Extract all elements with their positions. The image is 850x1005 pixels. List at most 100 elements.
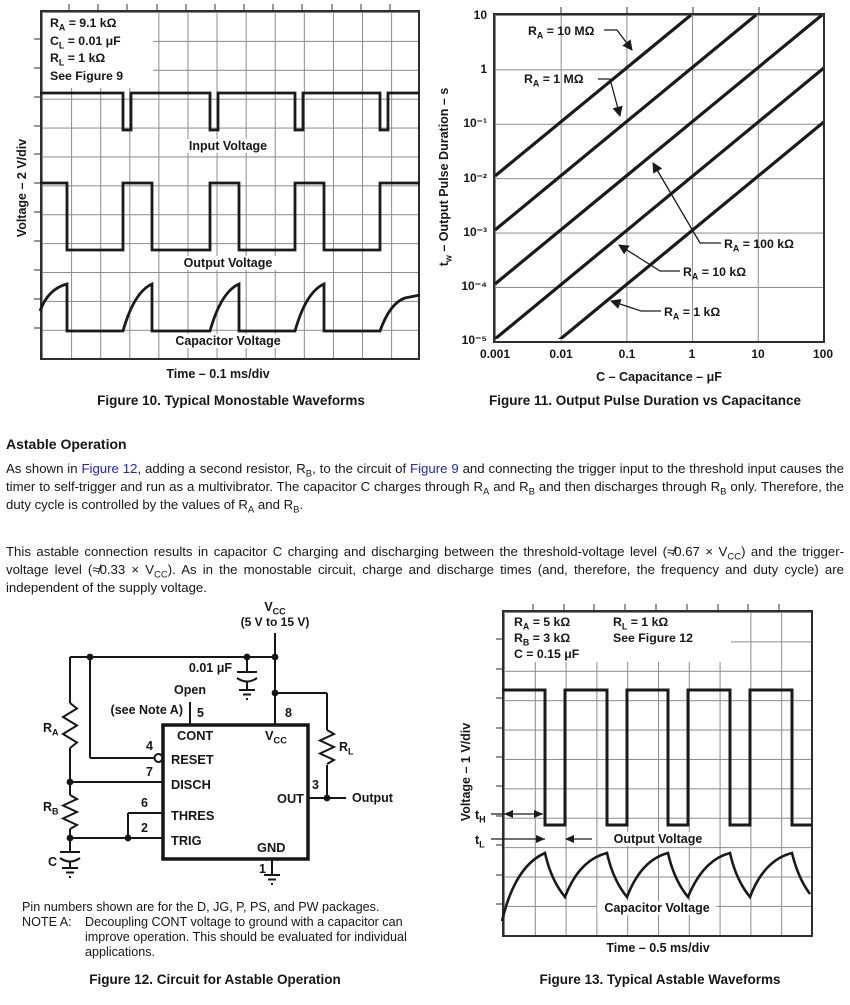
ic-pin-gnd: GND [257,840,286,855]
fig10-input-voltage-label: Input Voltage [181,139,275,153]
fig11-y-tick: 10 [473,8,487,22]
pin3-number: 3 [312,778,319,792]
reset-inversion-bubble [153,753,164,763]
fig11-series-label-10k: RA = 10 kΩ [683,265,747,282]
ground-pin1 [264,874,280,885]
fig13-condition: RA = 5 kΩ [514,615,571,632]
resistor-rl-label: RL [339,740,354,757]
ic-pin-vcc: VCC [265,728,287,746]
fig10-output-voltage-label: Output Voltage [176,256,280,270]
fig10-condition: RL = 1 kΩ [50,51,106,68]
resistor-rl [317,729,337,765]
pin8-number: 8 [285,706,292,720]
junction-dot [66,778,74,786]
figure-link[interactable]: Figure 12 [81,461,138,476]
fig13-capacitor-voltage-label: Capacitor Voltage [597,901,717,915]
junction-dot [271,689,279,697]
fig11-y-tick: 10⁻⁴ [461,279,487,293]
fig11-series-label-1M: RA = 1 MΩ [524,72,584,89]
cont-open-label: Open [174,683,206,697]
junction-dot [271,653,279,661]
junction-dot [323,794,331,802]
fig13-caption: Figure 13. Typical Astable Waveforms [539,972,781,987]
pin7-number: 7 [146,765,153,779]
note-a: NOTE A: Decoupling CONT voltage to groun… [22,915,450,961]
fig13-y-axis-label: Voltage – 1 V/div [459,722,473,822]
fig11-x-tick: 0.01 [549,347,573,361]
fig11-series-label-10M: RA = 10 MΩ [528,24,595,41]
ic-pin-thres: THRES [171,808,215,823]
fig11-x-tick: 0.001 [479,347,511,361]
fig11-y-tick: 10⁻² [463,171,487,185]
fig13-condition: See Figure 12 [613,630,693,645]
resistor-ra [61,702,79,749]
fig11-x-tick: 10 [751,347,765,361]
fig12-caption: Figure 12. Circuit for Astable Operation [89,972,341,987]
fig13-output-voltage-label: Output Voltage [606,832,710,846]
fig10-y-axis-label: Voltage – 2 V/div [15,138,29,238]
note-a-label: NOTE A: [22,915,72,929]
vcc-range-label: (5 V to 15 V) [240,615,310,629]
section-heading: Astable Operation [6,436,127,452]
resistor-rb [60,794,80,830]
vcc-supply-label: VCC [264,600,286,617]
see-note-a-label: (see Note A) [110,703,183,717]
fig11-series-label-1k: RA = 1 kΩ [664,305,721,322]
fig11-x-tick: 100 [812,347,834,361]
junction-dot [66,834,74,842]
fig10-capacitor-voltage-label: Capacitor Voltage [168,334,288,348]
fig13-conditions-box: RA = 5 kΩ RB = 3 kΩ C = 0.15 μF RL = 1 k… [505,613,731,662]
tl-low-time-label: tL [475,833,485,850]
junction-dot [124,834,132,842]
fig11-y-tick: 10⁻¹ [463,116,487,130]
fig11-y-axis-label: tw – Output Pulse Duration – s [437,87,454,267]
fig10-x-axis-label: Time – 0.1 ms/div [166,367,270,381]
fig13-x-axis-label: Time – 0.5 ms/div [606,941,710,955]
paragraph-astable-1: As shown in Figure 12, adding a second r… [6,461,845,516]
figure-link[interactable]: Figure 9 [410,461,459,476]
bypass-capacitor [236,671,258,683]
ground-bypass [239,689,255,700]
fig10-caption: Figure 10. Typical Monostable Waveforms [97,393,365,408]
ground-timing-cap [62,867,78,878]
fig13-condition: RB = 3 kΩ [514,630,571,648]
fig11-x-tick: 1 [688,347,696,361]
th-high-time-label: tH [475,808,486,825]
fig13-condition: C = 0.15 μF [514,646,580,661]
fig13-condition: RL = 1 kΩ [613,615,669,632]
ic-pin-out: OUT [276,791,304,806]
fig11-plot-grid [493,13,825,343]
paragraph-astable-2: This astable connection results in capac… [6,544,844,595]
fig10-conditions-box: RA = 9.1 kΩ CL = 0.01 μF RL = 1 kΩ See F… [43,13,153,88]
junction-dot [243,653,251,661]
pin4-number: 4 [146,739,153,753]
fig10-condition: CL = 0.01 μF [50,33,121,50]
ic-pin-cont: CONT [177,728,214,743]
fig11-series-label-100k: RA = 100 kΩ [724,237,794,254]
bypass-cap-value-label: 0.01 μF [188,661,232,675]
timing-capacitor [59,851,81,863]
pin2-number: 2 [141,821,148,835]
fig11-y-tick: 10⁻³ [463,225,487,239]
resistor-rb-label: RB [43,800,59,817]
fig10-condition: See Figure 9 [50,68,124,83]
fig11-y-tick: 1 [480,62,487,76]
fig11-caption: Figure 11. Output Pulse Duration vs Capa… [488,393,802,408]
note-a-text: Decoupling CONT voltage to ground with a… [85,915,407,960]
pin1-number: 1 [259,862,266,876]
ic-pin-trig: TRIG [171,833,202,848]
fig11-x-axis-label: C – Capacitance – μF [596,370,722,384]
ic-pin-reset: RESET [171,752,214,767]
pin-packages-note: Pin numbers shown are for the D, JG, P, … [22,900,380,914]
capacitor-c-label: C [48,855,58,869]
fig10-condition: RA = 9.1 kΩ [50,16,117,33]
pin5-number: 5 [197,706,204,720]
junction-dot [86,653,94,661]
ic-pin-disch: DISCH [171,777,211,792]
pin6-number: 6 [141,796,148,810]
fig11-x-tick: 0.1 [618,347,636,361]
fig11-y-tick: 10⁻⁵ [461,333,487,347]
output-terminal-label: Output [352,791,393,805]
resistor-ra-label: RA [43,721,59,738]
